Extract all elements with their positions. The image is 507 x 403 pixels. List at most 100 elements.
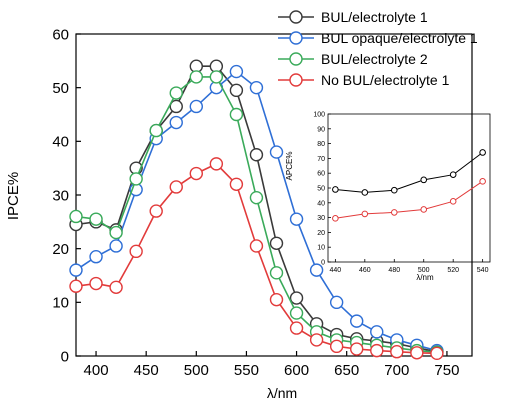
data-point: [289, 306, 304, 320]
inset-x-tick-label: 520: [447, 267, 459, 274]
y-tick-label: 20: [52, 241, 69, 258]
data-point: [249, 239, 264, 253]
inset-data-point: [361, 189, 369, 196]
data-point: [169, 115, 183, 130]
data-point: [390, 345, 404, 359]
data-point: [249, 190, 264, 205]
data-point: [109, 280, 123, 295]
x-tick-label: 700: [384, 362, 409, 379]
data-point: [169, 86, 183, 100]
legend-label-1: BUL opaque/electrolyte 1: [321, 30, 478, 46]
data-point: [89, 276, 103, 291]
x-tick-label: 650: [334, 362, 359, 379]
data-point: [350, 342, 364, 356]
x-tick-label: 550: [234, 362, 259, 379]
data-point: [69, 209, 83, 224]
data-point: [370, 343, 384, 358]
data-point: [269, 145, 284, 159]
inset-plot: 440 460 480 500 520 540 0 10 20 30 40 50 60 70 80 90 100: [313, 111, 491, 274]
data-point: [269, 266, 284, 280]
data-point: [89, 250, 103, 264]
data-point: [289, 212, 304, 226]
data-point: [289, 321, 304, 335]
data-point: [89, 212, 103, 226]
y-axis-label: IPCE%: [5, 172, 22, 220]
data-point: [229, 83, 244, 98]
y-tick-label: 40: [52, 134, 69, 151]
data-point: [229, 107, 244, 122]
inset-data-point: [449, 198, 457, 205]
data-point: [269, 292, 284, 307]
inset-x-tick-label: 500: [418, 267, 430, 274]
data-point: [69, 279, 83, 293]
data-point: [129, 172, 143, 186]
x-tick-label: 500: [184, 362, 209, 379]
inset-data-point: [479, 149, 486, 156]
inset-data-point: [332, 215, 339, 222]
data-point: [169, 99, 183, 114]
inset-y-axis-label: APCE%: [285, 152, 294, 181]
inset-data-point: [479, 178, 486, 185]
data-point: [209, 70, 224, 84]
data-point: [410, 346, 424, 360]
inset-y-tick-label: 40: [317, 200, 325, 207]
inset-data-point: [420, 206, 428, 213]
legend-marker-2: [289, 52, 303, 66]
series-line-1: [75, 70, 438, 352]
inset-y-tick-label: 100: [313, 111, 325, 118]
legend-marker-1: [289, 31, 303, 45]
y-tick-label: 50: [52, 80, 69, 97]
data-point: [370, 325, 384, 339]
data-point: [129, 244, 143, 259]
inset-y-tick-label: 50: [317, 185, 325, 192]
data-point: [269, 236, 284, 251]
data-point: [109, 225, 123, 240]
data-point: [169, 180, 183, 194]
data-point: [430, 346, 444, 361]
data-point: [329, 339, 344, 354]
inset-data-point: [449, 171, 457, 178]
legend-marker-0: [289, 10, 303, 24]
data-point: [309, 263, 324, 277]
x-tick-label: 600: [284, 362, 309, 379]
inset-x-tick-label: 480: [388, 267, 400, 274]
data-point: [189, 166, 204, 181]
y-tick-label: 0: [61, 348, 69, 365]
data-point: [149, 123, 163, 138]
inset-plot-frame: [327, 113, 491, 263]
y-tick-label: 10: [52, 295, 69, 312]
data-point: [149, 204, 163, 218]
inset-y-tick-label: 90: [317, 126, 325, 133]
data-point: [229, 64, 244, 79]
inset-y-tick-label: 30: [317, 215, 325, 222]
data-point: [189, 70, 204, 84]
inset-data-point: [332, 186, 339, 193]
y-tick-label: 30: [52, 187, 69, 204]
legend: BUL/electrolyte 1 BUL opaque/electrolyte …: [278, 9, 478, 88]
data-point: [229, 177, 244, 191]
inset-y-tick-label: 80: [317, 141, 325, 148]
inset-data-point: [420, 176, 428, 184]
legend-marker-3: [289, 73, 303, 87]
inset-y-tick-label: 20: [317, 230, 325, 237]
inset-x-tick-label: 460: [359, 267, 371, 274]
inset-x-tick-label: 540: [477, 267, 489, 274]
data-point: [69, 263, 83, 277]
inset-x-axis-label: λ/nm: [416, 273, 434, 282]
legend-label-3: No BUL/electrolyte 1: [321, 72, 450, 88]
x-tick-label: 750: [434, 362, 459, 379]
data-point: [329, 295, 344, 310]
x-tick-label: 400: [84, 362, 109, 379]
inset-y-tick-label: 70: [317, 156, 325, 163]
inset-series-line-0: [335, 152, 483, 193]
series-line-2: [75, 76, 437, 353]
inset-data-point: [390, 209, 398, 216]
x-tick-label: 450: [134, 362, 159, 379]
legend-label-2: BUL/electrolyte 2: [321, 51, 428, 67]
inset-data-point: [390, 186, 398, 194]
data-point: [350, 314, 364, 328]
data-point: [309, 333, 324, 347]
data-point: [189, 99, 204, 114]
